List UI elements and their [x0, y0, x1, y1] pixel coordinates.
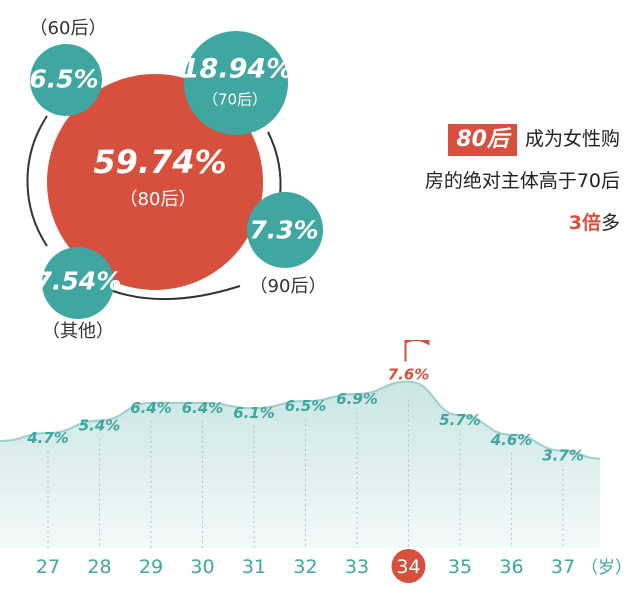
tick-label-30: 30	[190, 556, 214, 578]
tick-label-29: 29	[139, 556, 163, 578]
bubble-60s	[30, 44, 102, 116]
data-label-30: 6.4%	[182, 399, 224, 417]
data-label-32: 6.5%	[285, 397, 327, 415]
area-fill	[0, 381, 600, 548]
bubble-other	[42, 247, 114, 319]
bubble-90s	[247, 192, 323, 268]
data-label-35: 5.7%	[439, 411, 481, 429]
tick-label-35: 35	[448, 556, 472, 578]
tick-label-33: 33	[345, 556, 369, 578]
data-label-27: 4.7%	[26, 429, 69, 447]
bubble-80s-label: （80后）	[119, 189, 197, 210]
headline: 80后 成为女性购 房的绝对主体高于70后 3倍多	[330, 118, 620, 244]
orbit-arc-bottom	[109, 285, 241, 301]
headline-emphasis: 3倍	[568, 212, 601, 234]
bubble-60s-label: （60后）	[29, 18, 107, 39]
bubble-60s-value: 6.5%	[29, 64, 99, 94]
axis-unit-label: （岁）	[581, 558, 632, 578]
tick-label-37: 37	[551, 556, 575, 578]
headline-line-3: 3倍多	[330, 202, 620, 244]
bubble-80s-value: 59.74%	[93, 143, 227, 181]
flag-icon	[405, 340, 430, 346]
data-label-34: 7.6%	[388, 366, 430, 384]
tick-label-27: 27	[36, 556, 60, 578]
data-label-37: 3.7%	[542, 447, 584, 465]
area-outline	[0, 380, 601, 460]
bubble-80s	[47, 74, 263, 290]
headline-line-3-text: 多	[600, 212, 620, 234]
tick-label-28: 28	[87, 556, 111, 578]
bubble-90s-value: 7.3%	[249, 215, 319, 245]
orbit-arc-right	[267, 131, 282, 197]
age-area-chart: 4.7% 27 5.4% 28 6.4% 29 6.4% 30 6.1% 31 6.5% 32 6.9%…	[0, 340, 632, 583]
bubble-other-label: （其他）	[42, 321, 114, 342]
bubble-graphic	[26, 31, 323, 319]
headline-tag: 80后	[448, 123, 517, 156]
age-share-bubbles: 59.74% （80后） 18.94% （70后） 6.5% （60后） 7.3…	[0, 0, 340, 345]
bubble-70s-label: （70后）	[202, 90, 268, 109]
bubble-70s-value: 18.94%	[180, 53, 294, 85]
data-label-29: 6.4%	[130, 399, 172, 417]
data-label-28: 5.4%	[79, 417, 121, 435]
highlight-age-circle	[391, 549, 426, 583]
headline-line-1: 80后 成为女性购	[330, 118, 620, 160]
headline-line-2: 房的绝对主体高于70后	[424, 170, 620, 192]
data-label-33: 6.9%	[336, 390, 378, 408]
tick-label-34: 34	[396, 556, 420, 578]
tick-label-36: 36	[499, 556, 523, 578]
tick-label-32: 32	[293, 556, 317, 578]
bubble-90s-label: （90后）	[249, 276, 327, 297]
headline-line-1-text: 成为女性购	[524, 128, 620, 150]
tick-label-31: 31	[242, 556, 266, 578]
bubble-70s	[184, 31, 288, 135]
bubble-other-value: 7.54%	[34, 266, 122, 296]
orbit-arc-left	[26, 115, 48, 247]
data-label-31: 6.1%	[233, 404, 275, 422]
data-label-36: 4.6%	[490, 431, 533, 449]
